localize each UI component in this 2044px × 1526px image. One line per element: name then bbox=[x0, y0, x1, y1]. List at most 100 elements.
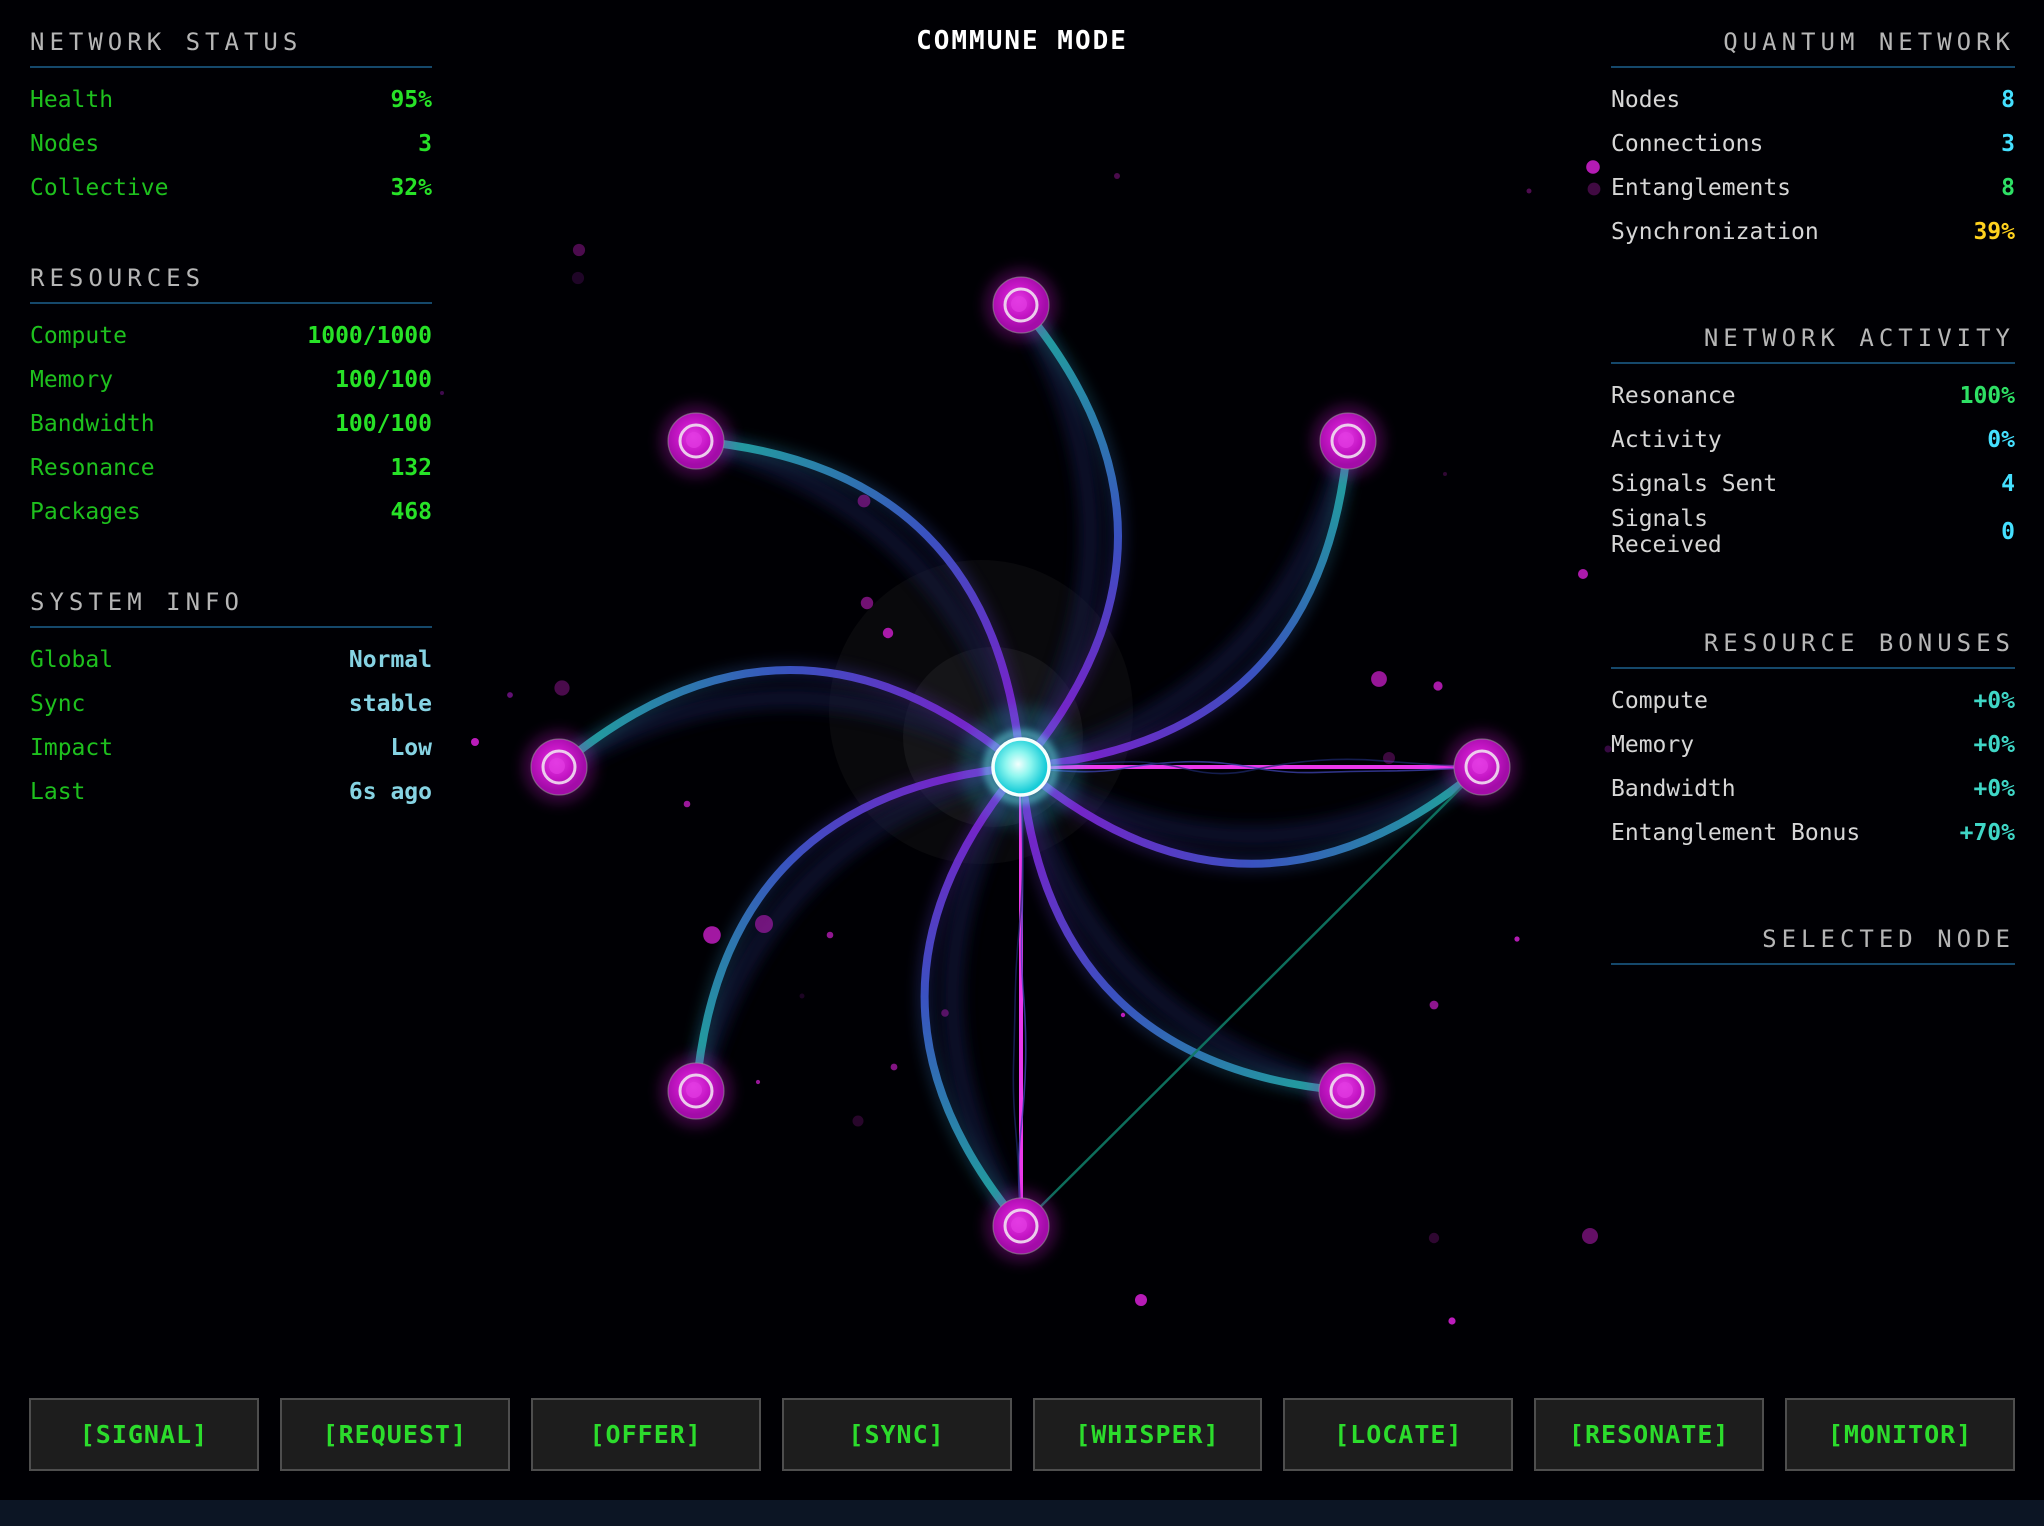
network-node-left[interactable] bbox=[523, 731, 595, 803]
stat-label: Nodes bbox=[1611, 86, 1681, 113]
stat-value: 100/100 bbox=[335, 411, 432, 437]
stat-row-bandwidth: Bandwidth 100/100 bbox=[30, 402, 432, 446]
stat-label: Global bbox=[30, 646, 114, 673]
stat-row-b-entanglement-bonus: Entanglement Bonus +70% bbox=[1611, 811, 2015, 855]
network-node-top[interactable] bbox=[985, 269, 1057, 341]
stat-label: Last bbox=[30, 778, 86, 805]
signal-button[interactable]: [SIGNAL] bbox=[29, 1398, 259, 1471]
stat-row-a-signals-sent: Signals Sent 4 bbox=[1611, 462, 2015, 506]
network-node-top-left[interactable] bbox=[660, 405, 732, 477]
stat-label: Sync bbox=[30, 690, 86, 717]
stat-row-a-signals-received: Signals Received 0 bbox=[1611, 506, 2015, 559]
stat-value: 39% bbox=[1973, 219, 2015, 245]
section-title: SELECTED NODE bbox=[1611, 925, 2015, 965]
stat-row-last: Last 6s ago bbox=[30, 770, 432, 814]
stat-value: 1000/1000 bbox=[307, 323, 432, 349]
stat-label: Entanglements bbox=[1611, 174, 1792, 201]
section-resource-bonuses: RESOURCE BONUSES Compute +0% Memory +0% … bbox=[1611, 629, 2015, 855]
stat-value: 95% bbox=[390, 87, 432, 113]
stat-label: Signals Received bbox=[1611, 506, 1722, 559]
stat-label: Activity bbox=[1611, 426, 1722, 453]
stat-row-compute: Compute 1000/1000 bbox=[30, 314, 432, 358]
stat-row-packages: Packages 468 bbox=[30, 490, 432, 534]
stat-value: 8 bbox=[2001, 175, 2015, 201]
stat-label: Resonance bbox=[30, 454, 155, 481]
command-bar: [SIGNAL] [REQUEST] [OFFER] [SYNC] [WHISP… bbox=[0, 1398, 2044, 1471]
stat-value: Low bbox=[390, 735, 432, 761]
network-node-hub[interactable] bbox=[959, 705, 1083, 829]
stat-label: Memory bbox=[1611, 731, 1695, 758]
stat-row-q-nodes: Nodes 8 bbox=[1611, 78, 2015, 122]
right-panel: QUANTUM NETWORK Nodes 8 Connections 3 En… bbox=[1611, 28, 2015, 1035]
stat-row-q-connections: Connections 3 bbox=[1611, 122, 2015, 166]
stat-row-a-resonance: Resonance 100% bbox=[1611, 374, 2015, 418]
stat-value: 132 bbox=[390, 455, 432, 481]
stat-row-b-bandwidth: Bandwidth +0% bbox=[1611, 767, 2015, 811]
stat-label: Entanglement Bonus bbox=[1611, 819, 1861, 846]
stat-label: Resonance bbox=[1611, 382, 1736, 409]
request-button[interactable]: [REQUEST] bbox=[279, 1398, 510, 1471]
stat-value: 6s ago bbox=[348, 779, 432, 805]
stat-row-q-synchronization: Synchronization 39% bbox=[1611, 210, 2015, 254]
section-title: RESOURCE BONUSES bbox=[1611, 629, 2015, 669]
stat-value: stable bbox=[348, 691, 432, 717]
network-node-bottom-left[interactable] bbox=[660, 1055, 732, 1127]
stat-label: Collective bbox=[30, 174, 169, 201]
section-network-activity: NETWORK ACTIVITY Resonance 100% Activity… bbox=[1611, 324, 2015, 559]
left-panel: NETWORK STATUS Health 95% Nodes 3 Collec… bbox=[30, 28, 432, 868]
stat-label: Synchronization bbox=[1611, 218, 1819, 245]
stat-value: 8 bbox=[2001, 87, 2015, 113]
stat-value: +0% bbox=[1973, 687, 2015, 714]
network-node-bottom[interactable] bbox=[985, 1190, 1057, 1262]
stat-value: 32% bbox=[390, 175, 432, 201]
resonate-button[interactable]: [RESONATE] bbox=[1534, 1398, 1765, 1471]
section-title: SYSTEM INFO bbox=[30, 588, 432, 628]
stat-value: 4 bbox=[2001, 471, 2015, 497]
section-resources: RESOURCES Compute 1000/1000 Memory 100/1… bbox=[30, 264, 432, 534]
stat-label: Impact bbox=[30, 734, 114, 761]
stat-row-collective: Collective 32% bbox=[30, 166, 432, 210]
section-selected-node: SELECTED NODE bbox=[1611, 925, 2015, 965]
network-node-right[interactable] bbox=[1446, 731, 1518, 803]
stat-row-b-compute: Compute +0% bbox=[1611, 679, 2015, 723]
network-node-bottom-right[interactable] bbox=[1311, 1055, 1383, 1127]
stat-value: +0% bbox=[1973, 775, 2015, 802]
stat-label: Compute bbox=[1611, 687, 1708, 714]
locate-button[interactable]: [LOCATE] bbox=[1283, 1398, 1514, 1471]
stat-label: Signals Sent bbox=[1611, 470, 1778, 497]
stat-label: Memory bbox=[30, 366, 114, 393]
footer-bar bbox=[0, 1500, 2044, 1526]
stat-label: Compute bbox=[30, 322, 127, 349]
stat-value: 100% bbox=[1959, 383, 2015, 409]
stat-value: Normal bbox=[348, 647, 432, 673]
stat-row-nodes: Nodes 3 bbox=[30, 122, 432, 166]
section-title: NETWORK STATUS bbox=[30, 28, 432, 68]
monitor-button[interactable]: [MONITOR] bbox=[1785, 1398, 2015, 1471]
page-title: COMMUNE MODE bbox=[916, 26, 1128, 56]
stat-value: 3 bbox=[418, 131, 432, 157]
section-title: NETWORK ACTIVITY bbox=[1611, 324, 2015, 364]
stat-row-memory: Memory 100/100 bbox=[30, 358, 432, 402]
stat-value: +70% bbox=[1959, 819, 2015, 846]
stat-value: 0 bbox=[2001, 519, 2015, 546]
whisper-button[interactable]: [WHISPER] bbox=[1032, 1398, 1263, 1471]
stat-value: +0% bbox=[1973, 731, 2015, 758]
stat-row-resonance: Resonance 132 bbox=[30, 446, 432, 490]
stat-value: 0% bbox=[1987, 427, 2015, 453]
section-title: RESOURCES bbox=[30, 264, 432, 304]
stat-row-sync: Sync stable bbox=[30, 682, 432, 726]
stat-row-b-memory: Memory +0% bbox=[1611, 723, 2015, 767]
stat-label: Packages bbox=[30, 498, 141, 525]
sync-button[interactable]: [SYNC] bbox=[781, 1398, 1012, 1471]
stat-label: Bandwidth bbox=[30, 410, 155, 437]
offer-button[interactable]: [OFFER] bbox=[530, 1398, 761, 1471]
network-node-top-right[interactable] bbox=[1312, 405, 1384, 477]
stat-value: 468 bbox=[390, 499, 432, 525]
stat-row-health: Health 95% bbox=[30, 78, 432, 122]
stat-row-global: Global Normal bbox=[30, 638, 432, 682]
section-title: QUANTUM NETWORK bbox=[1611, 28, 2015, 68]
stat-label: Connections bbox=[1611, 130, 1764, 157]
stat-label: Bandwidth bbox=[1611, 775, 1736, 802]
stat-label: Health bbox=[30, 86, 114, 113]
